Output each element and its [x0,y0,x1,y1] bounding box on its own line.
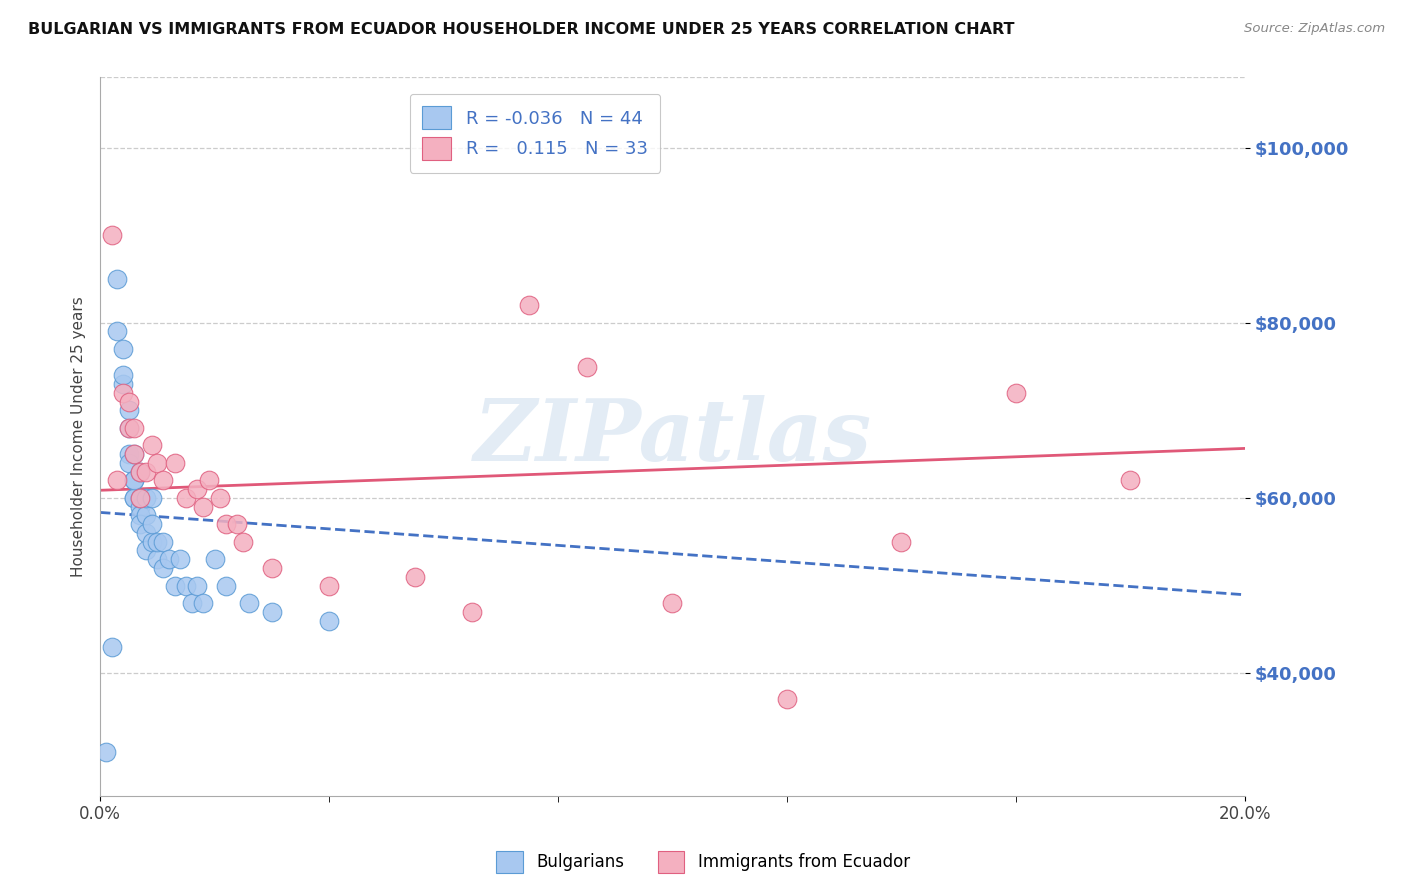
Point [204,552,226,566]
Point [118,394,141,409]
Point [124,474,146,488]
Point [129,465,152,479]
Point [129,500,152,514]
Point [152,534,174,549]
Text: Source: ZipAtlas.com: Source: ZipAtlas.com [1244,22,1385,36]
Point [141,517,163,532]
Point [169,552,191,566]
Point [124,474,146,488]
Point [124,447,146,461]
Point [1119,474,1142,488]
Point [100,640,122,654]
Point [105,474,128,488]
Point [215,578,238,592]
Point [260,561,283,575]
Point [180,596,202,610]
Point [890,534,912,549]
Point [191,500,214,514]
Point [94,745,117,759]
Point [198,474,221,488]
Text: ZIPatlas: ZIPatlas [474,395,872,478]
Point [100,228,122,243]
Point [1004,385,1026,400]
Point [118,421,141,435]
Legend: Bulgarians, Immigrants from Ecuador: Bulgarians, Immigrants from Ecuador [489,845,917,880]
Point [111,342,134,356]
Point [404,570,426,584]
Point [186,578,208,592]
Point [152,561,174,575]
Point [260,605,283,619]
Point [135,508,157,523]
Point [118,447,141,461]
Point [111,377,134,392]
Point [209,491,232,505]
Point [129,508,152,523]
Point [517,298,540,312]
Point [215,517,238,532]
Point [141,438,163,452]
Point [776,692,799,706]
Point [118,456,141,470]
Point [129,491,152,505]
Point [141,491,163,505]
Legend: R = -0.036   N = 44, R =   0.115   N = 33: R = -0.036 N = 44, R = 0.115 N = 33 [409,94,661,172]
Point [135,491,157,505]
Y-axis label: Householder Income Under 25 years: Householder Income Under 25 years [72,296,86,577]
Point [318,614,340,628]
Point [135,525,157,540]
Text: BULGARIAN VS IMMIGRANTS FROM ECUADOR HOUSEHOLDER INCOME UNDER 25 YEARS CORRELATI: BULGARIAN VS IMMIGRANTS FROM ECUADOR HOU… [28,22,1015,37]
Point [135,543,157,558]
Point [105,325,128,339]
Point [111,385,134,400]
Point [174,491,197,505]
Point [174,578,197,592]
Point [318,578,340,592]
Point [124,491,146,505]
Point [118,421,141,435]
Point [124,491,146,505]
Point [146,534,169,549]
Point [146,552,169,566]
Point [118,403,141,417]
Point [141,534,163,549]
Point [163,456,186,470]
Point [111,368,134,383]
Point [129,465,152,479]
Point [124,421,146,435]
Point [129,517,152,532]
Point [226,517,249,532]
Point [157,552,180,566]
Point [232,534,254,549]
Point [163,578,186,592]
Point [129,491,152,505]
Point [146,456,169,470]
Point [105,272,128,286]
Point [186,482,208,496]
Point [661,596,683,610]
Point [461,605,484,619]
Point [575,359,598,374]
Point [238,596,260,610]
Point [135,465,157,479]
Point [191,596,214,610]
Point [124,447,146,461]
Point [152,474,174,488]
